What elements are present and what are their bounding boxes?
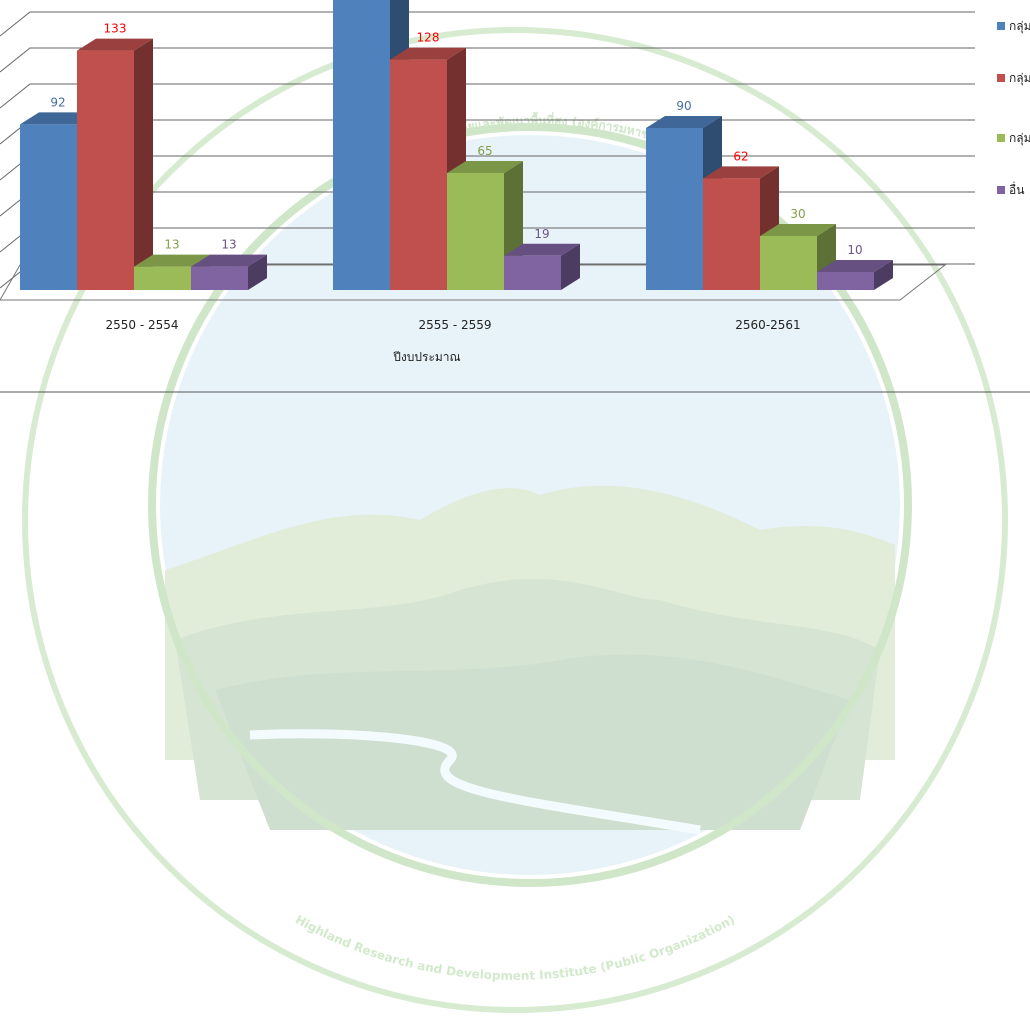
value-label: 65 — [477, 144, 492, 158]
watermark-ring — [22, 27, 1008, 1013]
value-label: 133 — [104, 22, 127, 36]
x-axis-label: ปีงบประมาณ — [393, 350, 461, 364]
bar-top — [447, 161, 523, 173]
bar-top — [191, 254, 267, 267]
floor — [0, 264, 947, 301]
legend-label: กลุ่ม — [1009, 131, 1030, 146]
watermark-ring — [148, 123, 912, 887]
bar-front — [760, 236, 817, 290]
grid-line — [0, 11, 975, 37]
grid-line — [0, 83, 975, 109]
bar-side — [134, 38, 153, 290]
bar-top — [703, 166, 779, 179]
legend-label: กลุ่ม ควา — [1009, 71, 1030, 86]
bar-top — [390, 47, 466, 60]
bar-front — [191, 266, 248, 290]
legend-swatch — [997, 22, 1005, 30]
value-label: 92 — [50, 95, 65, 109]
value-label: 128 — [417, 31, 440, 45]
bar-front — [134, 266, 191, 290]
bar-top — [817, 260, 893, 272]
bar-front — [333, 0, 390, 290]
bar-side — [874, 260, 893, 290]
x-tick-label: 2560-2561 — [735, 318, 800, 332]
bar-top — [646, 116, 722, 128]
bar-front — [817, 272, 874, 290]
bar-front — [703, 178, 760, 290]
value-label: 62 — [733, 149, 748, 163]
bar-top — [760, 224, 836, 236]
legend-swatch — [997, 186, 1005, 194]
bar-top — [504, 243, 580, 256]
bar-side — [561, 243, 580, 290]
x-tick-label: 2550 - 2554 — [105, 318, 178, 332]
value-label: 19 — [534, 227, 549, 241]
bar — [504, 243, 580, 290]
value-label: 10 — [847, 243, 862, 257]
grid-line — [0, 47, 975, 73]
bar-side — [248, 254, 267, 290]
legend-label: อื่น — [1009, 181, 1024, 197]
bar — [191, 254, 267, 290]
value-label: 13 — [164, 238, 179, 252]
bar-front — [390, 59, 447, 290]
value-label: 30 — [790, 207, 805, 221]
bar-top — [134, 254, 210, 267]
x-tick-label: 2555 - 2559 — [418, 318, 491, 332]
value-label: 90 — [676, 99, 691, 113]
bar-front — [646, 128, 703, 290]
watermark-river — [249, 729, 701, 835]
value-label: 13 — [221, 238, 236, 252]
legend-label: กลุ่ม — [1009, 19, 1030, 34]
bar — [77, 38, 153, 290]
watermark-english: Highland Research and Development Instit… — [293, 912, 737, 982]
legend-swatch — [997, 74, 1005, 82]
watermark-hill — [215, 654, 850, 830]
bar-front — [77, 50, 134, 290]
bar — [703, 166, 779, 290]
bar — [817, 260, 893, 290]
bar-top — [77, 38, 153, 51]
watermark-english-text: Highland Research and Development Instit… — [293, 912, 737, 982]
legend-swatch — [997, 134, 1005, 142]
bar-front — [504, 255, 561, 290]
bar-front — [20, 124, 77, 291]
bar-front — [447, 173, 504, 290]
plot: 2550 - 2554 2555 - 2559 2560-2561 92 90 กลุ่ม… — [0, 0, 1030, 332]
